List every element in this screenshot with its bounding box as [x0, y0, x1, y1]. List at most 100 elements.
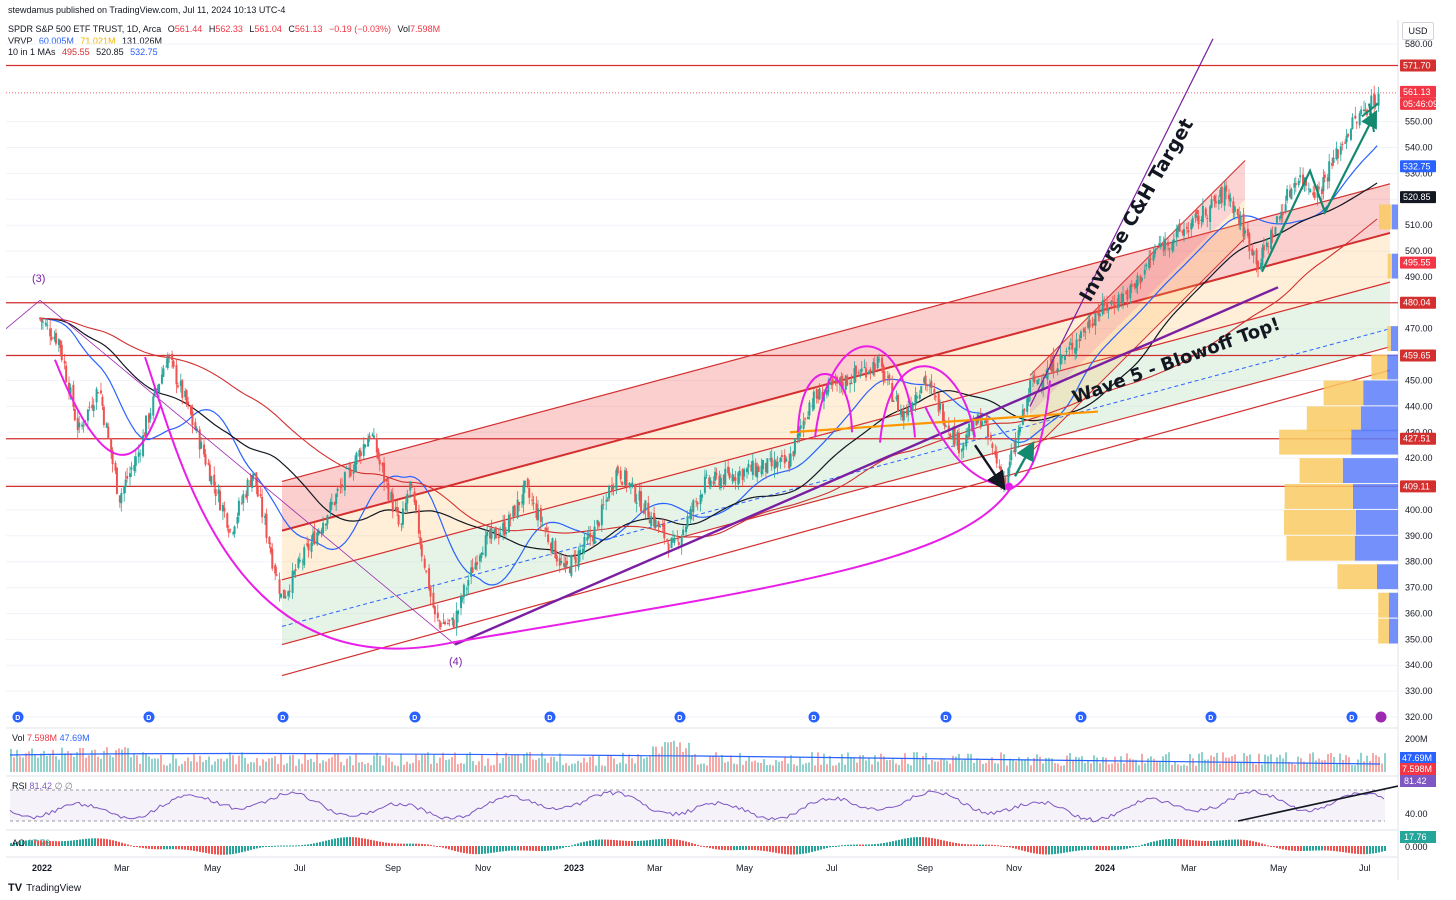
volume-bar: [523, 754, 525, 772]
ao-legend: AO 17.76: [12, 838, 50, 848]
candle-body: [846, 376, 849, 386]
volume-bar: [397, 765, 399, 772]
candle-body: [873, 363, 876, 372]
volume-bar: [925, 752, 927, 772]
volume-bar: [379, 755, 381, 772]
volume-bar: [1162, 756, 1164, 772]
volume-tick: 200M: [1405, 734, 1428, 744]
volume-bar: [493, 764, 495, 772]
volume-bar: [976, 758, 978, 772]
volume-bar: [412, 762, 414, 772]
candle-body: [129, 473, 132, 478]
ao-bar: [493, 846, 495, 853]
ao-bar: [433, 845, 435, 847]
candle-body: [478, 555, 481, 562]
volume-bar: [361, 761, 363, 772]
ao-bar: [241, 846, 243, 853]
volume-bar: [385, 755, 387, 772]
volume-bar: [529, 752, 531, 772]
ao-bar: [1225, 839, 1227, 846]
ao-bar: [1114, 846, 1116, 851]
ao-bar: [709, 846, 711, 849]
ao-bar: [154, 846, 156, 850]
ao-bar: [1222, 840, 1224, 846]
ao-bar: [1345, 846, 1347, 853]
ao-bar: [163, 846, 165, 850]
volume-bar: [790, 755, 792, 772]
candle-body: [859, 375, 862, 377]
volume-bar: [256, 757, 258, 772]
candle-body: [907, 408, 910, 416]
volume-bar: [1318, 758, 1320, 772]
volume-bar: [940, 759, 942, 772]
candle-body: [949, 433, 952, 437]
ao-bar: [760, 846, 762, 851]
candle-body: [586, 537, 589, 541]
candle-body: [362, 444, 365, 456]
volume-bar: [394, 765, 396, 772]
volume-bar: [799, 757, 801, 772]
volume-bar: [292, 754, 294, 772]
candle-body: [1113, 303, 1116, 307]
volume-bar: [907, 763, 909, 772]
ao-bar: [1126, 846, 1128, 849]
volume-bar: [1090, 763, 1092, 772]
ao-bar: [361, 838, 363, 846]
currency-button[interactable]: USD: [1402, 22, 1434, 40]
price-tick-label: 550.00: [1405, 117, 1433, 127]
ao-bar: [925, 837, 927, 846]
ao-bar: [157, 846, 159, 850]
ao-bar: [1297, 846, 1299, 852]
ao-bar: [970, 844, 972, 846]
ao-bar: [319, 842, 321, 846]
ao-bar: [148, 846, 150, 849]
candle-body: [208, 464, 211, 482]
candle-body: [802, 420, 805, 429]
volume-profile-down: [1323, 380, 1364, 406]
volume-bar: [757, 762, 759, 772]
volume-bar: [421, 754, 423, 772]
ao-bar: [799, 846, 801, 855]
ao-bar: [1354, 846, 1356, 854]
candle-body: [1071, 342, 1074, 350]
candle-body: [152, 396, 155, 416]
candle-body: [1191, 218, 1194, 227]
ao-bar: [1192, 840, 1194, 846]
volume-bar: [1072, 759, 1074, 772]
volume-bar: [1120, 756, 1122, 772]
volume-bar: [919, 759, 921, 772]
volume-bar: [358, 762, 360, 772]
ao-bar: [1219, 840, 1221, 846]
volume-bar: [829, 755, 831, 772]
candle-body: [429, 587, 432, 597]
volume-bar: [1012, 759, 1014, 772]
volume-bar: [382, 765, 384, 772]
candle-body: [1225, 185, 1228, 192]
legend-line-3: 10 in 1 MAs 495.55 520.85 532.75: [8, 47, 162, 57]
volume-bar: [175, 758, 177, 772]
candle-body: [142, 435, 145, 457]
ao-bar: [607, 839, 609, 846]
footer-brand[interactable]: TV TradingView: [8, 882, 81, 894]
ao-bar: [565, 846, 567, 848]
channel-band-mid: [282, 232, 1390, 580]
ao-bar: [784, 846, 786, 855]
ao-bar: [961, 843, 963, 846]
price-tag-bg: [1400, 349, 1436, 362]
candle-body: [1259, 262, 1262, 270]
volume-bar: [307, 759, 309, 772]
candle-body: [1219, 189, 1222, 197]
volume-bar: [712, 756, 714, 772]
ao-bar: [1336, 846, 1338, 852]
ao-bar: [655, 839, 657, 846]
volume-profile-up: [1353, 484, 1398, 509]
volume-bar: [892, 759, 894, 772]
volume-bar: [793, 764, 795, 772]
candle-body: [865, 368, 868, 378]
volume-bar: [214, 761, 216, 772]
candle-body: [1079, 331, 1082, 339]
ao-bar: [133, 846, 135, 847]
candle-body: [219, 490, 222, 511]
